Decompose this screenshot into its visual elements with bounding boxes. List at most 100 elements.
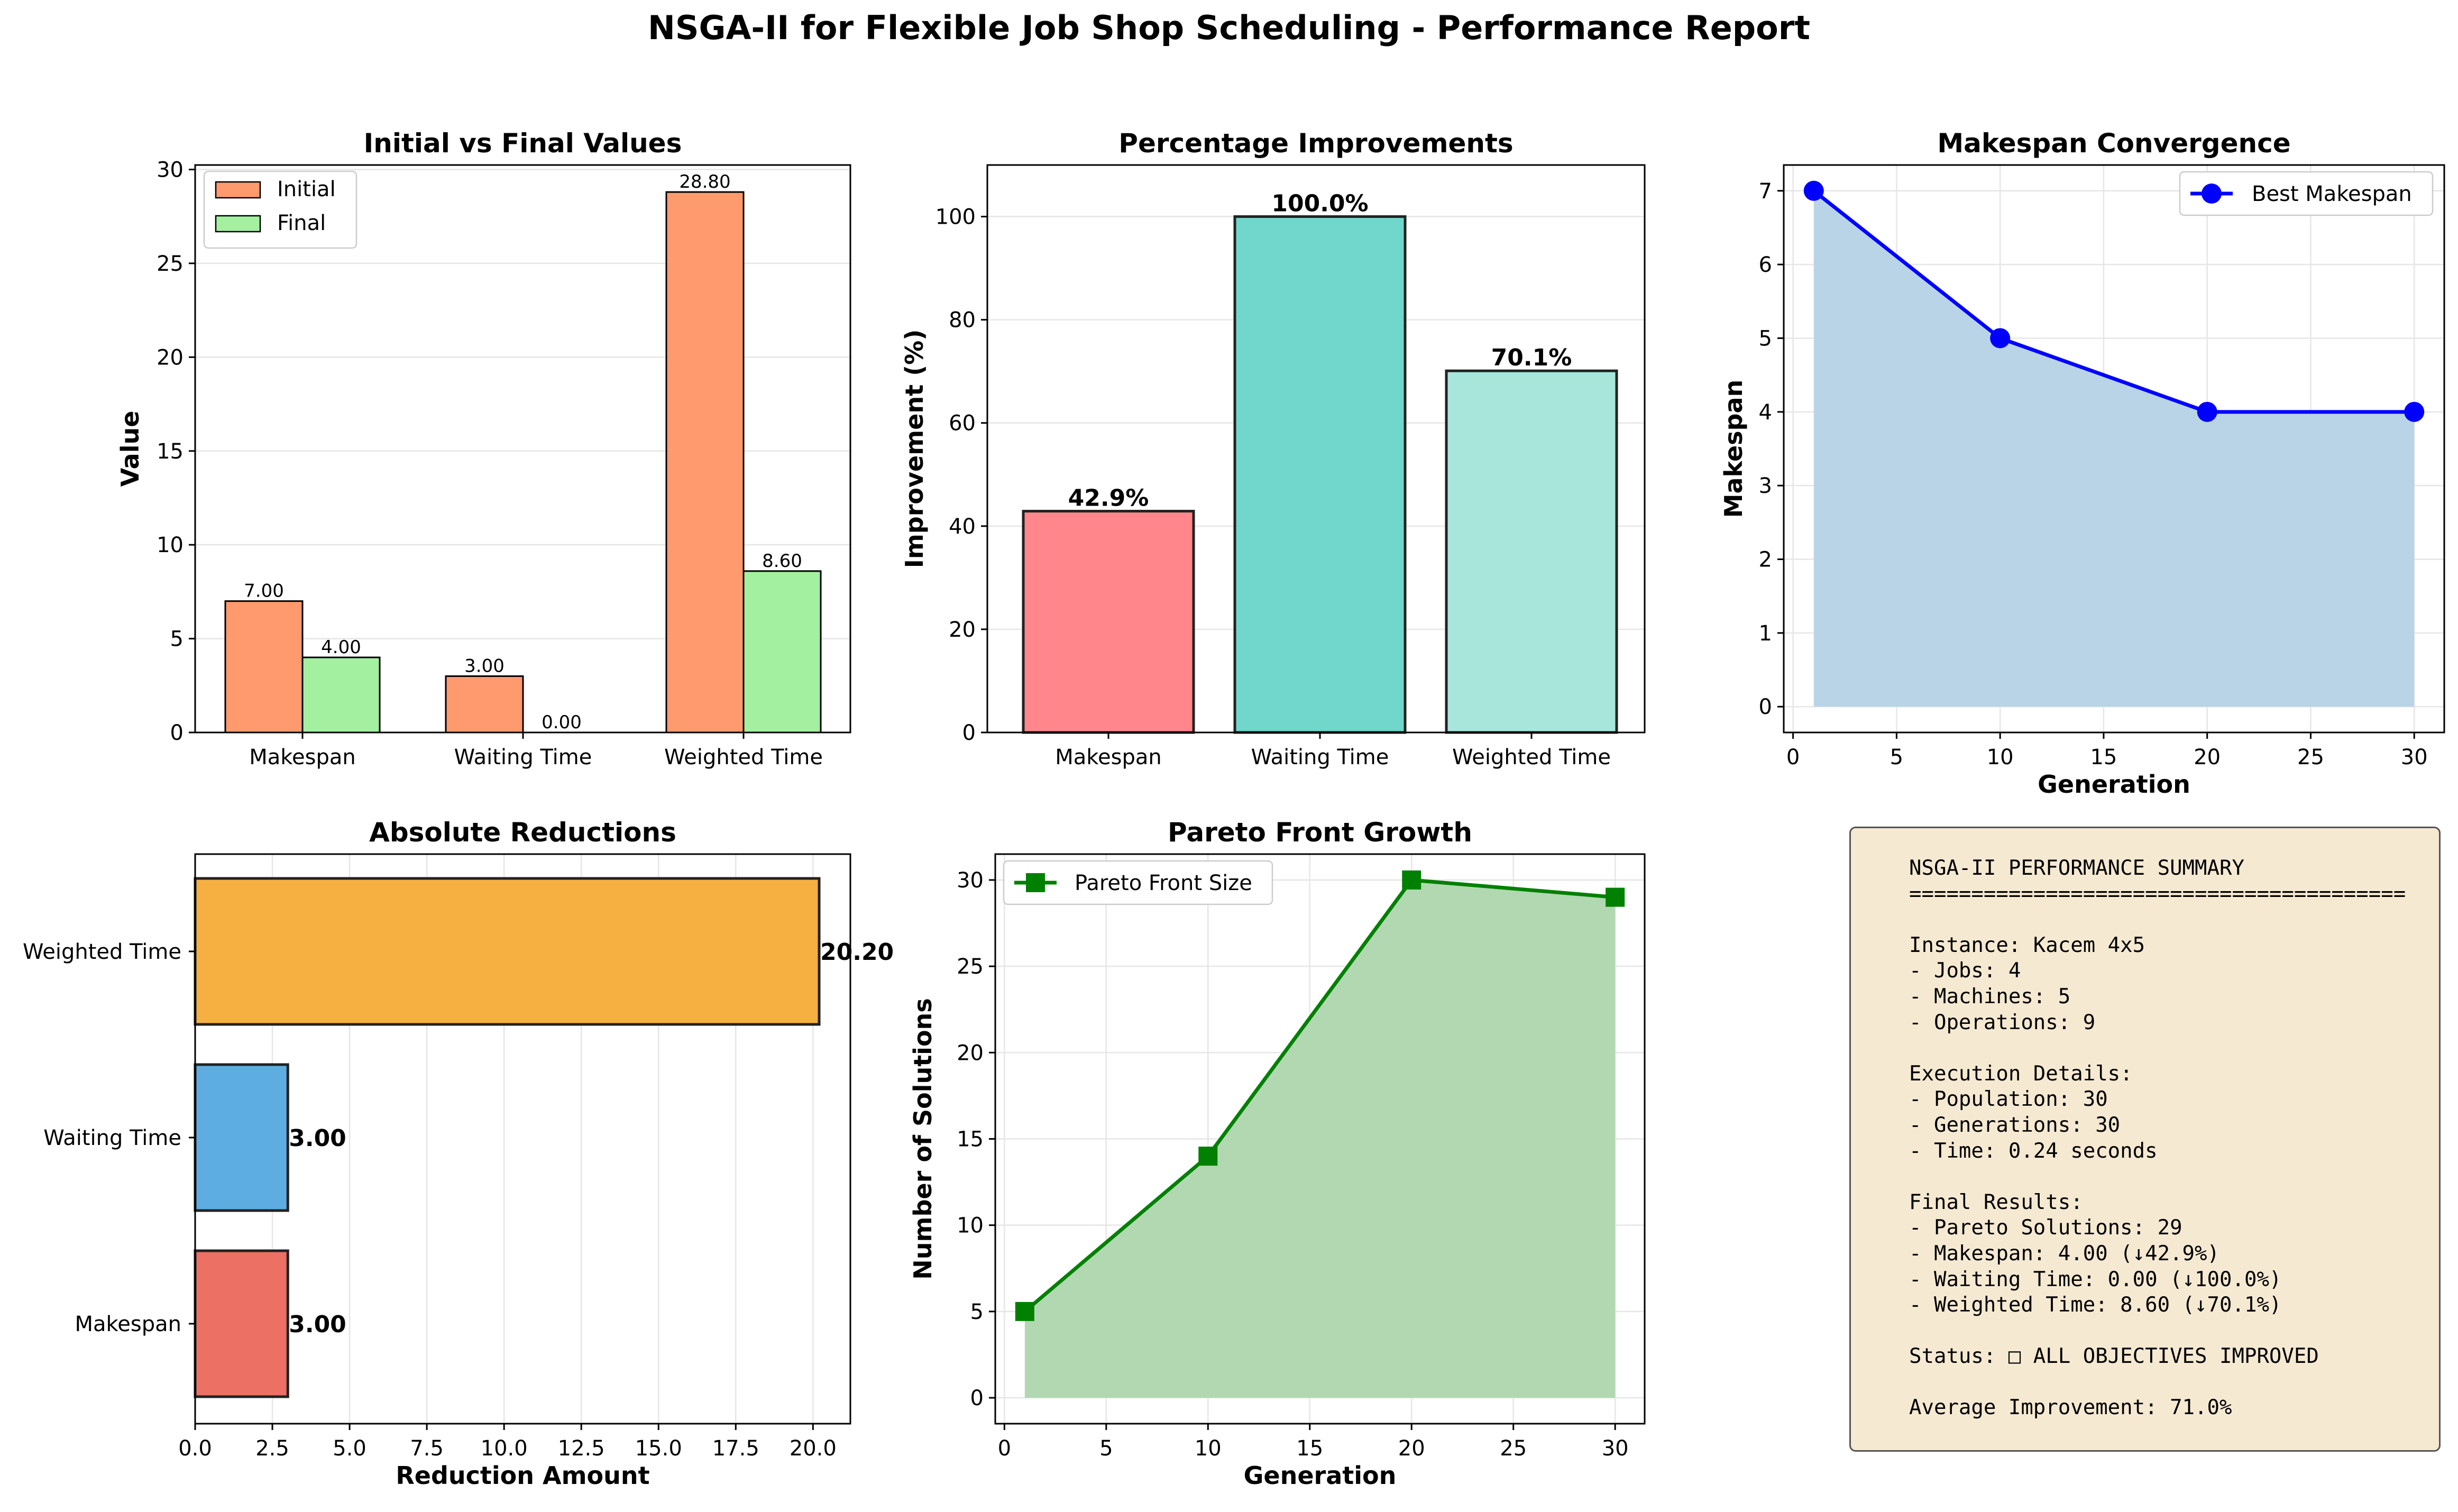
y-category-label: Makespan — [75, 1312, 181, 1336]
bar-value-label: 7.00 — [244, 581, 284, 602]
y-tick-label: 7 — [1759, 179, 1772, 204]
bar-value-label: 100.0% — [1271, 190, 1368, 217]
x-tick-label: 10.0 — [481, 1436, 528, 1461]
x-axis-label: Generation — [2038, 770, 2190, 799]
x-category-label: Waiting Time — [1251, 745, 1389, 769]
bar-value-label: 20.20 — [820, 939, 894, 966]
x-tick-label: 10 — [1195, 1436, 1222, 1461]
data-point — [1606, 887, 1625, 907]
x-tick-label: 10 — [1987, 745, 2014, 769]
legend-marker — [1026, 873, 1045, 892]
y-category-label: Waiting Time — [43, 1126, 181, 1150]
y-tick-label: 20 — [957, 1041, 984, 1065]
initial-vs-final-chart: 0 5 10 15 20 25 30 7.00 3.00 28.80 4.00 0.00 8.60 Mak… — [116, 128, 851, 769]
y-tick-label: 30 — [957, 868, 984, 893]
bar-value-label: 4.00 — [321, 637, 361, 658]
x-tick-label: 20 — [1398, 1436, 1425, 1461]
y-tick-label: 20 — [157, 345, 184, 370]
x-tick-label: 2.5 — [255, 1436, 289, 1461]
x-tick-label: 20.0 — [790, 1436, 837, 1461]
y-axis-label: Makespan — [1719, 380, 1748, 518]
bar-value-label: 0.00 — [542, 712, 582, 733]
chart-title: Percentage Improvements — [1118, 128, 1513, 159]
x-axis-label: Generation — [1244, 1461, 1397, 1490]
y-tick-label: 10 — [957, 1214, 984, 1238]
chart-title: Absolute Reductions — [369, 817, 676, 848]
x-tick-label: 25 — [1500, 1436, 1527, 1461]
y-tick-label: 5 — [170, 627, 184, 652]
x-axis-label: Reduction Amount — [396, 1461, 649, 1490]
series-line — [1812, 189, 2415, 414]
bar-final — [742, 570, 822, 734]
chart-title: Pareto Front Growth — [1168, 817, 1472, 848]
y-tick-label: 0 — [970, 1386, 984, 1410]
y-tick-label: 30 — [157, 158, 184, 182]
performance-summary-text: NSGA-II PERFORMANCE SUMMARY ============… — [1909, 856, 2406, 1420]
x-tick-label: 0.0 — [178, 1436, 212, 1461]
data-point — [2197, 401, 2217, 422]
y-tick-label: 100 — [935, 205, 976, 230]
y-tick-label: 2 — [1759, 548, 1772, 572]
bar-value-label: 3.00 — [289, 1311, 346, 1338]
data-point — [1015, 1302, 1034, 1321]
chart-title: Initial vs Final Values — [364, 128, 682, 159]
y-tick-label: 25 — [157, 252, 184, 276]
x-tick-label: 5 — [1099, 1436, 1113, 1461]
legend-label: Initial — [277, 177, 336, 201]
bar-initial — [445, 675, 524, 734]
bar-value-label: 28.80 — [679, 171, 730, 193]
series-line — [1023, 878, 1616, 1313]
x-tick-label: 15 — [2090, 745, 2117, 769]
bar-initial — [224, 600, 304, 734]
x-tick-label: 0 — [998, 1436, 1011, 1461]
x-tick-label: 20 — [2194, 745, 2221, 769]
area-fill — [1024, 879, 1616, 1398]
data-point — [1803, 180, 1824, 201]
y-axis-label: Improvement (%) — [900, 329, 929, 568]
bar-final — [301, 656, 381, 734]
legend-box — [2179, 171, 2434, 216]
x-tick-label: 15 — [1296, 1436, 1323, 1461]
bar — [194, 877, 821, 1026]
y-tick-label: 20 — [949, 618, 976, 642]
x-category-label: Makespan — [249, 745, 355, 769]
x-tick-label: 30 — [1602, 1436, 1629, 1461]
x-category-label: Waiting Time — [454, 745, 592, 769]
bar — [1022, 510, 1195, 734]
x-tick-label: 12.5 — [558, 1436, 605, 1461]
bar — [194, 1063, 289, 1212]
y-tick-label: 0 — [170, 721, 184, 745]
data-point — [1402, 870, 1421, 890]
data-point — [2404, 401, 2425, 422]
x-tick-label: 30 — [2401, 745, 2428, 769]
area-fill — [1813, 190, 2415, 707]
y-tick-label: 15 — [957, 1128, 984, 1152]
legend-swatch — [215, 181, 261, 199]
bar-value-label: 3.00 — [464, 656, 505, 677]
y-tick-label: 40 — [949, 515, 976, 539]
bar-value-label: 3.00 — [289, 1125, 346, 1152]
absolute-reductions-chart: 0.0 2.5 5.0 7.5 10.0 12.5 15.0 17.5 20.0 3.00 Make… — [23, 817, 894, 1490]
bar — [194, 1249, 289, 1398]
x-category-label: Weighted Time — [664, 745, 823, 769]
legend-marker — [2202, 184, 2222, 204]
figure-title: NSGA-II for Flexible Job Shop Scheduling… — [648, 8, 1810, 47]
bar-value-label: 8.60 — [762, 551, 802, 572]
x-category-label: Makespan — [1055, 745, 1161, 769]
legend-label: Best Makespan — [2252, 182, 2412, 206]
x-tick-label: 7.5 — [410, 1436, 444, 1461]
y-axis-label: Value — [116, 411, 144, 487]
y-tick-label: 3 — [1759, 474, 1772, 498]
y-tick-label: 4 — [1759, 400, 1772, 425]
y-tick-label: 0 — [1759, 695, 1772, 719]
y-tick-label: 80 — [949, 308, 976, 333]
pareto-front-growth-chart: 0 5 10 15 20 25 30 0 5 10 15 20 25 30 Generation Number… — [909, 817, 1646, 1490]
y-tick-label: 15 — [157, 439, 184, 464]
x-tick-label: 5.0 — [333, 1436, 366, 1461]
y-tick-label: 1 — [1759, 621, 1772, 646]
makespan-convergence-chart: 0 5 10 15 20 25 30 0 1 2 3 4 5 6 7 Generation Makespan Ma… — [1719, 128, 2445, 799]
bar — [1445, 369, 1618, 734]
legend-label: Pareto Front Size — [1075, 871, 1252, 895]
axes-frame — [1783, 164, 2445, 734]
